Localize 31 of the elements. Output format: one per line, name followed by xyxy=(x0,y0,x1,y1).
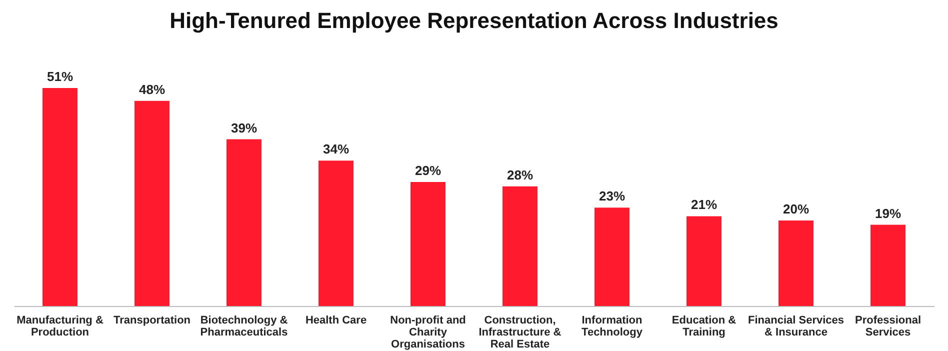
chart-title: High-Tenured Employee Representation Across Industries xyxy=(170,8,778,33)
x-tick-label: Financial Services & Insurance xyxy=(748,314,844,338)
x-tick-label: Construction, Infrastructure & Real Estate xyxy=(478,314,562,350)
bar xyxy=(778,220,814,306)
data-label: 29% xyxy=(414,163,442,178)
data-label: 19% xyxy=(874,206,902,221)
data-label: 39% xyxy=(230,120,258,136)
bar xyxy=(502,186,538,306)
bar xyxy=(594,208,630,306)
data-label: 28% xyxy=(506,167,534,182)
bar xyxy=(870,224,906,306)
x-tick-label: Non-profit and Charity Organisations xyxy=(390,314,466,350)
bar xyxy=(318,160,354,306)
data-label: 21% xyxy=(690,197,718,212)
bar xyxy=(410,182,446,306)
data-label: 23% xyxy=(598,188,626,204)
data-label: 20% xyxy=(782,202,810,217)
x-tick-label: Transportation xyxy=(113,314,191,326)
x-tick-label: Health Care xyxy=(305,314,367,326)
bar xyxy=(42,88,78,306)
x-tick-label: Education & Training xyxy=(672,314,736,338)
x-tick-label: Professional Services xyxy=(854,314,922,338)
bar xyxy=(686,216,722,306)
bar xyxy=(226,139,262,306)
bar xyxy=(134,100,170,306)
data-label: 51% xyxy=(46,69,74,84)
data-label: 34% xyxy=(322,142,350,157)
x-tick-label: Information Technology xyxy=(582,314,644,338)
x-tick-label: Biotechnology & Pharmaceuticals xyxy=(200,314,288,338)
x-tick-label: Manufacturing & Production xyxy=(16,314,104,338)
data-label: 48% xyxy=(138,82,166,97)
